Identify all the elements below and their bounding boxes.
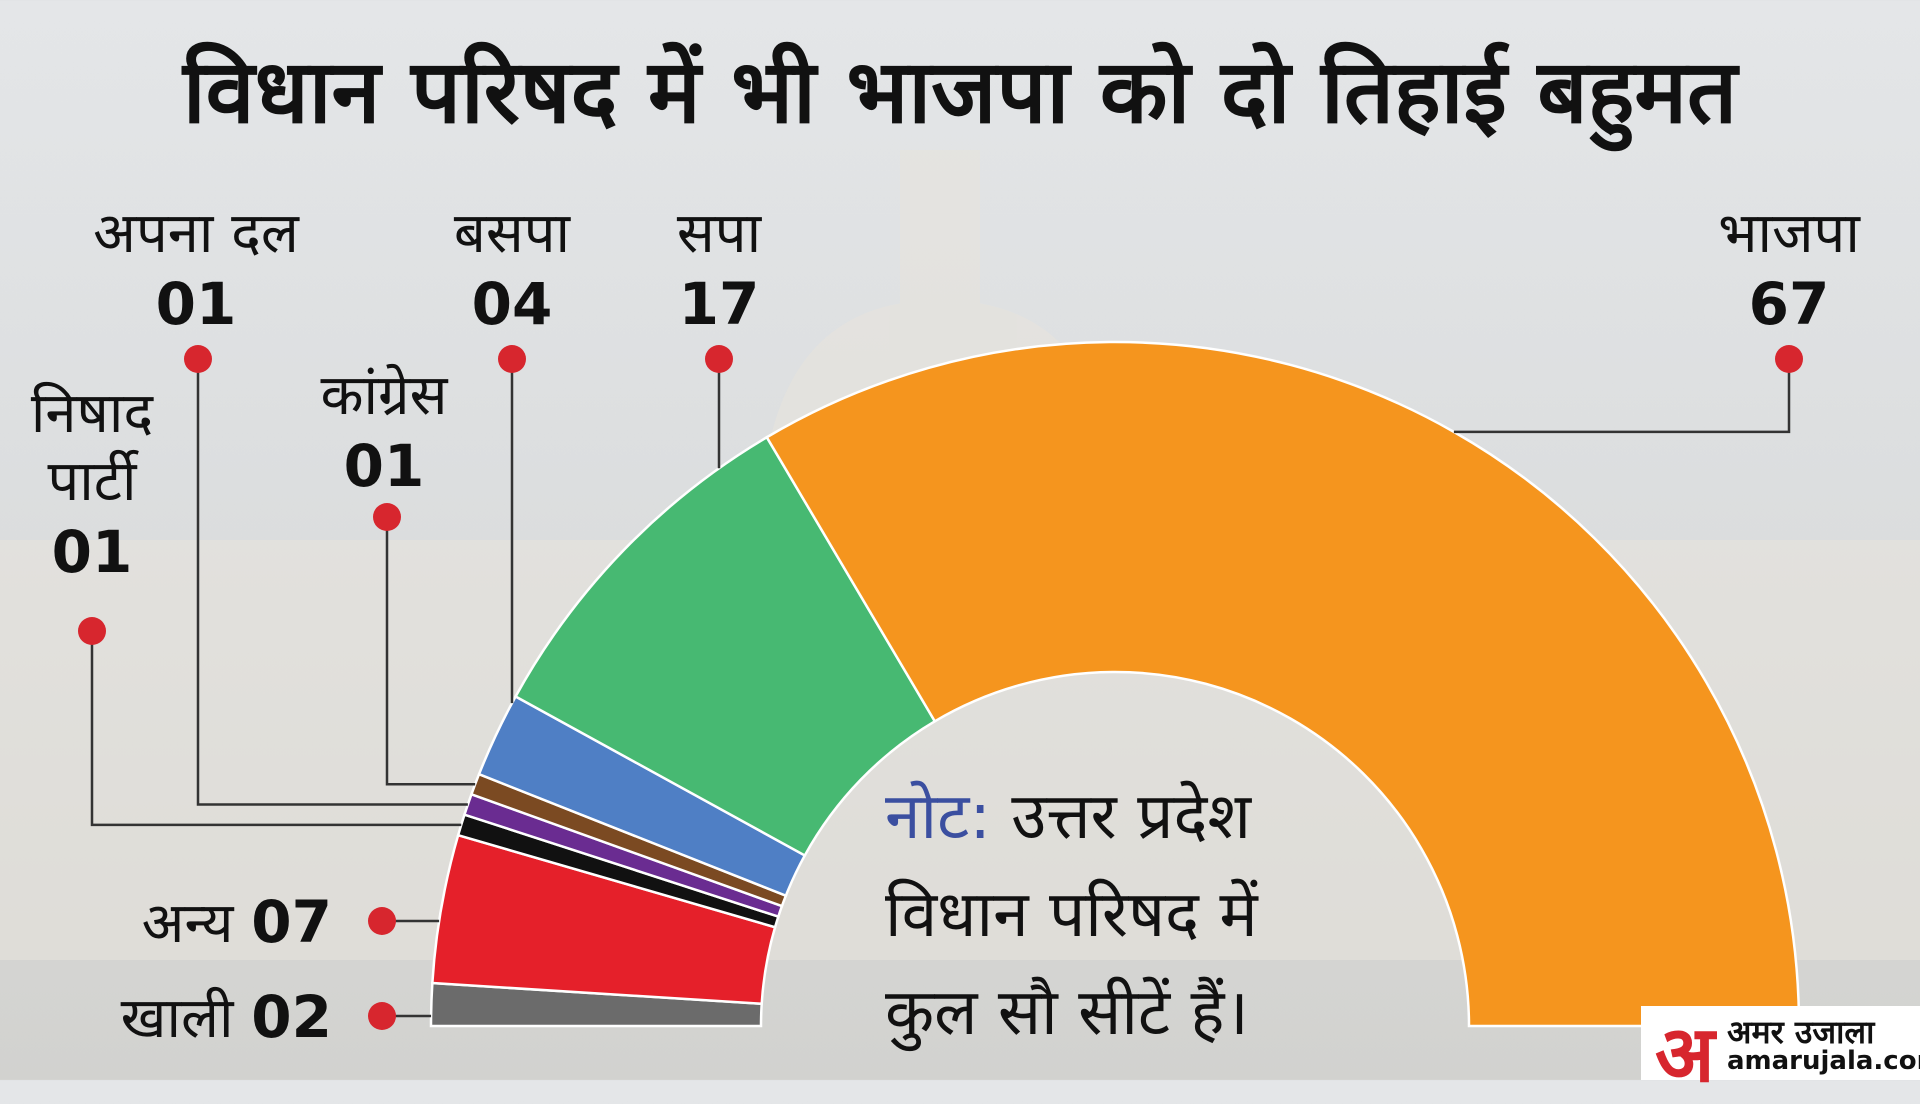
category-label: अन्य <box>141 891 234 956</box>
note: नोट: उत्तर प्रदेश विधान परिषद में कुल सौ… <box>885 768 1258 1062</box>
data-label: खाली 02 <box>121 978 332 1054</box>
data-label: अन्य 07 <box>142 883 332 959</box>
category-label: अपना दल <box>93 201 299 266</box>
logo-name: अमर उजाला <box>1727 1013 1875 1051</box>
value-label: 02 <box>251 983 332 1051</box>
leader-line <box>90 631 462 827</box>
chart-title: विधान परिषद में भी भाजपा को दो तिहाई बहु… <box>182 40 1738 143</box>
category-label: बसपा <box>453 201 571 266</box>
leader-dot <box>78 617 106 645</box>
leader-dot <box>368 1002 396 1030</box>
donut-segment <box>765 340 1801 1028</box>
leader-dot <box>184 345 212 373</box>
data-label: सपा 17 <box>619 200 819 340</box>
category-label: खाली <box>120 986 234 1051</box>
leader-dot <box>705 345 733 373</box>
category-label: सपा <box>676 201 762 266</box>
leader-dot <box>1775 345 1803 373</box>
leader-dot <box>373 503 401 531</box>
chart <box>0 150 1920 1030</box>
category-label: कांग्रेस <box>320 363 448 428</box>
logo-mark: अ <box>1655 1010 1715 1100</box>
note-label: नोट: <box>885 780 991 854</box>
logo-url: amarujala.com <box>1727 1046 1920 1076</box>
leader-dot <box>498 345 526 373</box>
data-label: भाजपा 67 <box>1669 200 1909 340</box>
note-line: कुल सौ सीटें हैं। <box>885 976 1249 1050</box>
leader-line <box>1453 359 1791 434</box>
data-label: बसपा 04 <box>412 200 612 340</box>
note-line: विधान परिषद में <box>885 878 1258 952</box>
data-label: अपना दल 01 <box>46 200 346 340</box>
leader-line <box>196 359 468 806</box>
data-label: कांग्रेस 01 <box>234 362 534 502</box>
value-label: 07 <box>251 888 332 956</box>
value-label: 67 <box>1748 270 1830 338</box>
value-label: 01 <box>155 270 237 338</box>
value-label: 17 <box>678 270 760 338</box>
value-label: 01 <box>343 432 425 500</box>
value-label: 04 <box>471 270 553 338</box>
value-label: 01 <box>51 518 133 586</box>
logo: अ अमर उजाला amarujala.com <box>1641 1006 1920 1100</box>
category-label: निषाद पार्टी <box>30 381 154 514</box>
category-label: भाजपा <box>1718 201 1860 266</box>
data-label: निषाद पार्टी 01 <box>7 380 177 588</box>
leader-dot <box>368 907 396 935</box>
leader-line <box>385 517 476 786</box>
note-line: उत्तर प्रदेश <box>1011 780 1252 854</box>
